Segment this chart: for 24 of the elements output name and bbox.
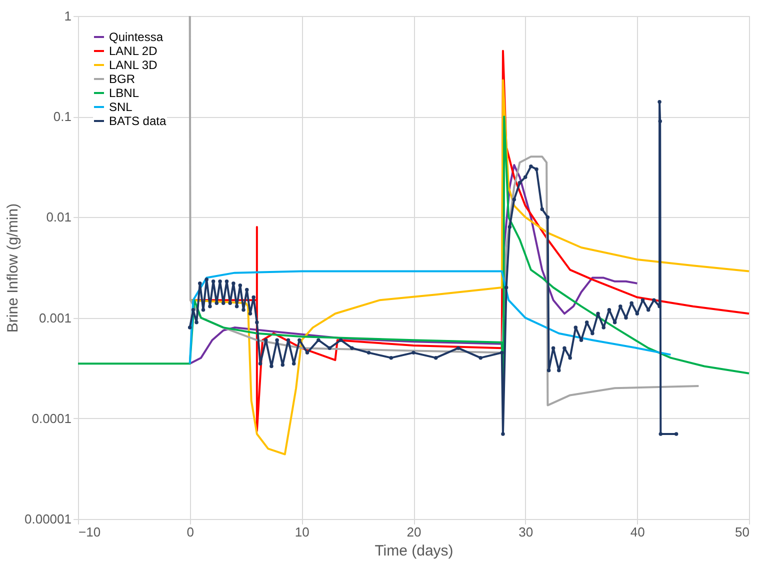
x-axis-title: Time (days)	[374, 542, 454, 560]
x-tick-label: 0	[186, 524, 194, 540]
x-tick-label: 40	[630, 524, 645, 540]
legend-label: BGR	[109, 72, 136, 86]
y-tick-label: 0.1	[53, 109, 72, 124]
y-tick-label: 0.001	[38, 310, 72, 326]
x-tick-label: 10	[294, 524, 310, 540]
y-tick-label: 1	[64, 8, 72, 24]
legend-label: LBNL	[109, 86, 140, 100]
x-tick-label: 20	[406, 524, 422, 540]
x-tick-label: −10	[78, 524, 101, 540]
x-tick-label: 50	[735, 524, 750, 540]
y-axis-title: Brine Inflow (g/min)	[4, 203, 22, 333]
legend-label: SNL	[109, 100, 133, 114]
y-tick-label: 0.00001	[24, 512, 72, 526]
legend-label: BATS data	[109, 114, 166, 128]
legend-label: LANL 3D	[109, 58, 158, 72]
x-tick-label: 30	[518, 524, 534, 540]
legend-label: Quintessa	[109, 30, 164, 44]
line-series	[188, 15, 700, 406]
legend-label: LANL 2D	[109, 44, 158, 58]
line-series	[188, 270, 672, 365]
y-tick-label: 0.01	[46, 210, 72, 225]
y-tick-label: 0.0001	[32, 410, 72, 426]
